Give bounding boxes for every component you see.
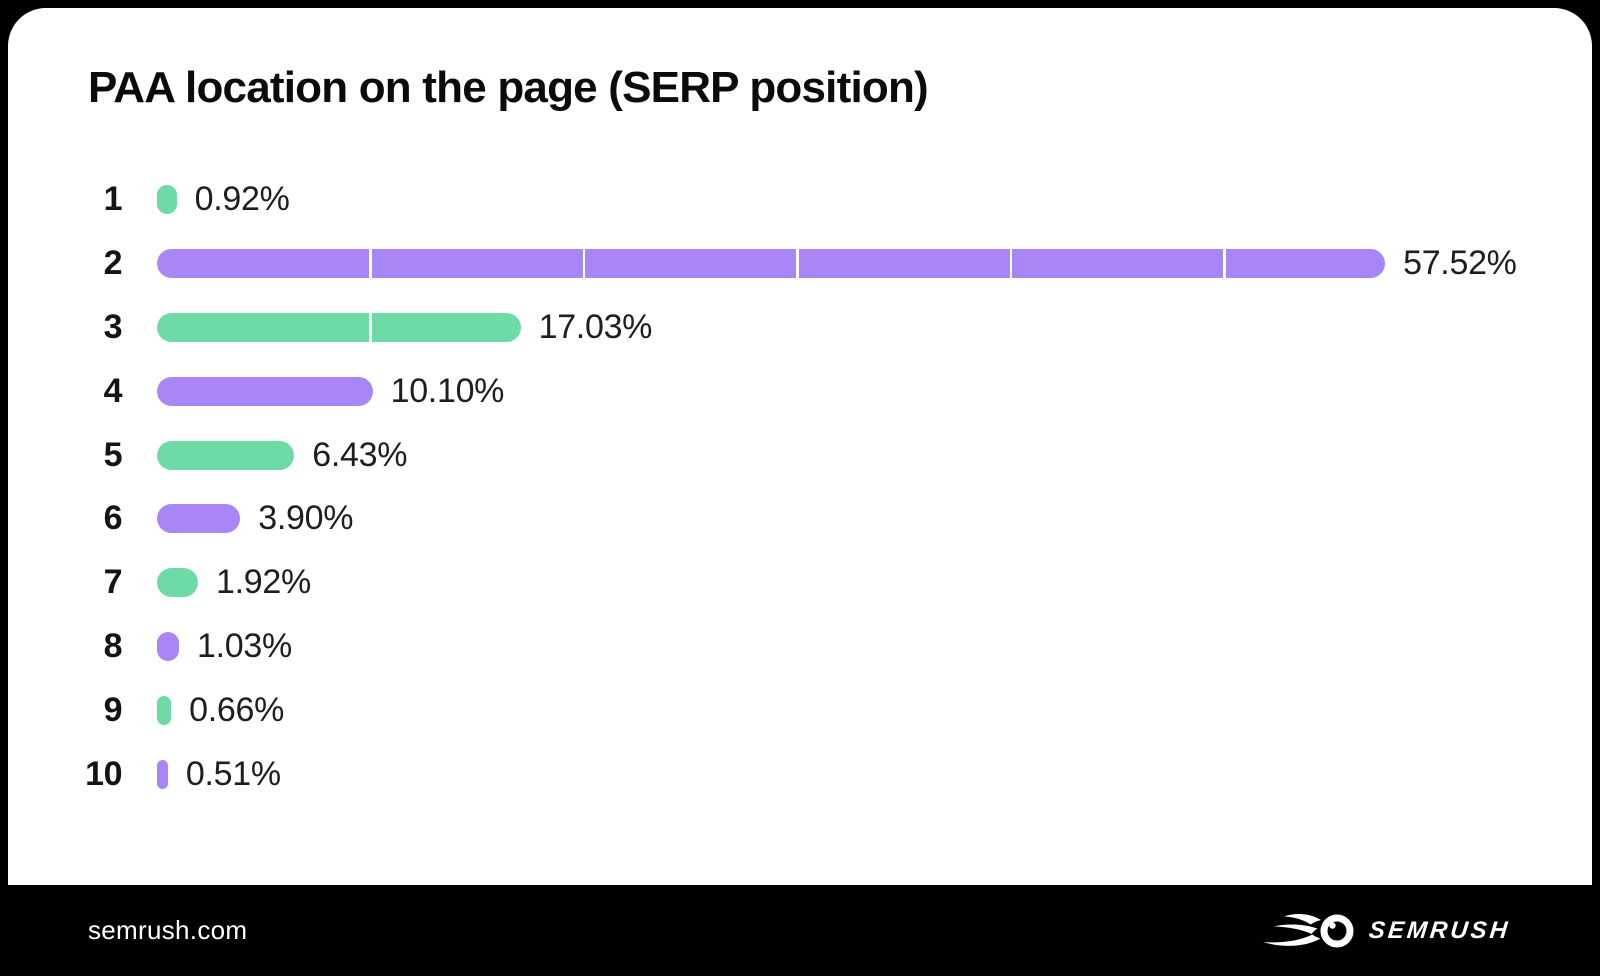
bar-track: 1.92% xyxy=(157,563,1592,602)
footer-bar: semrush.com SEMRUSH xyxy=(0,885,1600,976)
chart-row: 8 1.03% xyxy=(8,615,1592,679)
serp-position-label: 7 xyxy=(103,563,123,602)
bar-value-label: 17.03% xyxy=(538,307,653,346)
serp-position-label: 10 xyxy=(85,754,122,793)
bar-track: 0.51% xyxy=(157,755,1592,794)
bar-value-label: 0.51% xyxy=(185,754,281,793)
bar-track: 57.52% xyxy=(157,244,1592,283)
bar-track: 1.03% xyxy=(157,627,1592,666)
bar-segment-divider xyxy=(796,249,799,279)
bar-position-10 xyxy=(157,759,168,789)
chart-row: 6 3.90% xyxy=(8,487,1592,551)
bar-track: 0.92% xyxy=(157,180,1592,219)
bar-segment-divider xyxy=(369,249,372,279)
bar-position-3 xyxy=(157,312,521,342)
bar-position-4 xyxy=(157,376,373,406)
bar-value-label: 10.10% xyxy=(390,371,505,410)
bar-track: 3.90% xyxy=(157,499,1592,538)
bar-chart: 1 0.92% 2 57.52% 3 17.03% 4 10.10% 5 6.43% 6 3.90% 7… xyxy=(8,168,1592,806)
semrush-logo: SEMRUSH xyxy=(1260,911,1512,951)
bar-value-label: 1.03% xyxy=(197,626,292,665)
serp-position-label: 9 xyxy=(103,690,123,729)
bar-track: 0.66% xyxy=(157,691,1592,730)
bar-position-5 xyxy=(157,440,295,470)
bar-position-8 xyxy=(157,631,179,661)
semrush-wordmark: SEMRUSH xyxy=(1367,916,1512,944)
bar-position-2 xyxy=(157,249,1386,279)
serp-position-label: 2 xyxy=(103,244,123,283)
bar-position-1 xyxy=(157,185,177,215)
bar-segment-divider xyxy=(1009,249,1013,279)
bar-position-6 xyxy=(157,504,241,534)
bar-segment-divider xyxy=(369,312,372,342)
chart-row: 5 6.43% xyxy=(8,423,1592,487)
bar-value-label: 0.92% xyxy=(194,180,290,219)
chart-title: PAA location on the page (SERP position) xyxy=(88,63,929,112)
bar-segment-divider xyxy=(582,249,586,279)
bar-position-9 xyxy=(157,695,172,725)
chart-row: 4 10.10% xyxy=(8,359,1592,423)
bar-segment-divider xyxy=(1223,249,1226,279)
bar-track: 10.10% xyxy=(157,372,1592,411)
chart-card: PAA location on the page (SERP position)… xyxy=(8,8,1592,885)
chart-row: 7 1.92% xyxy=(8,551,1592,615)
chart-row: 9 0.66% xyxy=(8,678,1592,742)
bar-value-label: 1.92% xyxy=(216,563,311,602)
bar-value-label: 3.90% xyxy=(258,499,354,538)
serp-position-label: 8 xyxy=(103,626,123,665)
chart-row: 1 0.92% xyxy=(8,168,1592,232)
serp-position-label: 4 xyxy=(103,371,123,410)
footer-site-url: semrush.com xyxy=(88,915,248,945)
bar-position-7 xyxy=(157,568,198,598)
serp-position-label: 6 xyxy=(103,499,123,538)
bar-track: 17.03% xyxy=(157,308,1592,347)
serp-position-label: 3 xyxy=(103,307,123,346)
semrush-flame-icon xyxy=(1262,913,1354,947)
bar-track: 6.43% xyxy=(157,436,1592,475)
chart-row: 10 0.51% xyxy=(8,742,1592,806)
bar-value-label: 57.52% xyxy=(1403,244,1517,283)
chart-row: 2 57.52% xyxy=(8,232,1592,296)
bar-value-label: 0.66% xyxy=(189,690,284,729)
chart-row: 3 17.03% xyxy=(8,296,1592,360)
serp-position-label: 5 xyxy=(103,435,123,474)
serp-position-label: 1 xyxy=(103,180,123,219)
bar-value-label: 6.43% xyxy=(312,435,408,474)
